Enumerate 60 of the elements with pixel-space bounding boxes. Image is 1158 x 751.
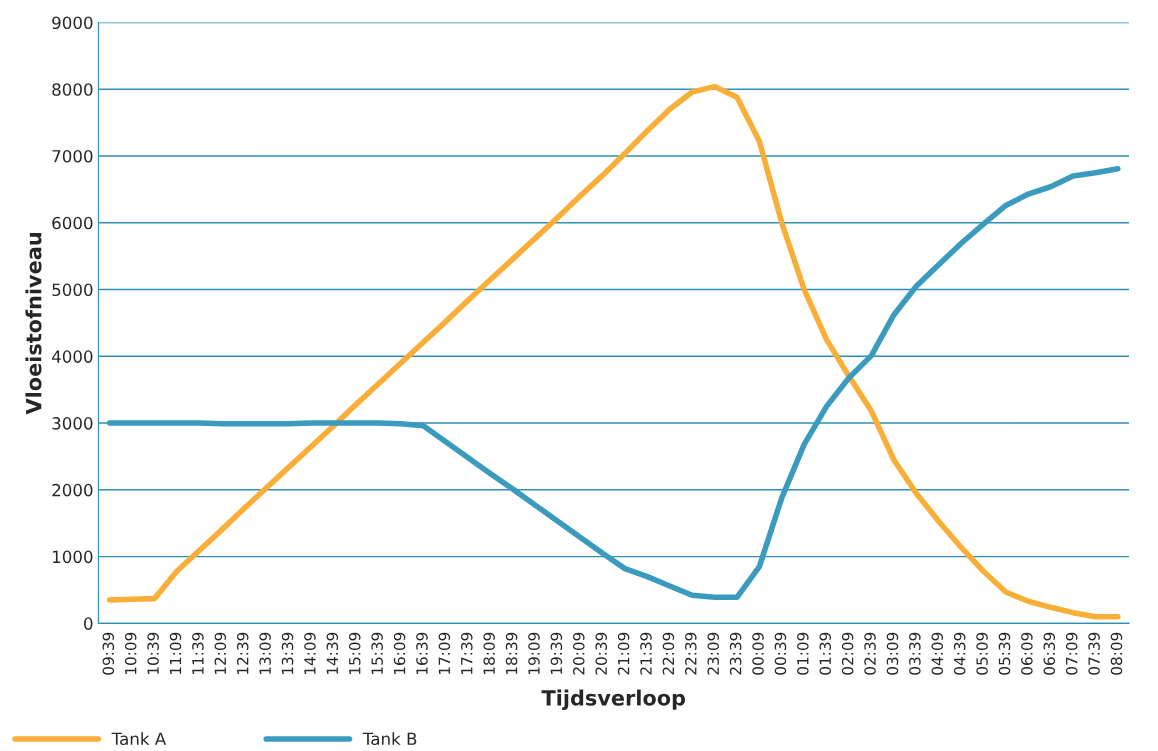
x-tick-label: 06:09	[1021, 632, 1033, 675]
x-tick-label: 23:09	[707, 632, 719, 675]
legend-label: Tank A	[111, 732, 167, 746]
x-tick-label: 05:09	[976, 632, 988, 675]
x-tick-label: 03:39	[909, 632, 921, 675]
x-tick-label: 18:39	[505, 632, 518, 675]
x-tick-label: 19:09	[528, 632, 540, 675]
y-tick-label: 7000	[52, 150, 93, 163]
x-tick-label: 15:39	[371, 632, 383, 675]
x-tick-label: 09:39	[102, 632, 115, 675]
y-tick-label: 0	[84, 617, 93, 630]
x-tick-label: 21:39	[640, 632, 652, 675]
x-tick-label: 05:39	[998, 632, 1011, 675]
x-tick-label: 01:09	[797, 632, 809, 675]
x-tick-label: 12:09	[214, 632, 227, 675]
x-tick-label: 17:09	[438, 632, 451, 675]
x-tick-label: 00:39	[774, 632, 787, 675]
x-tick-label: 02:39	[864, 632, 876, 675]
x-tick-label: 19:39	[550, 632, 563, 675]
x-tick-label: 11:39	[192, 632, 204, 675]
y-tick-label: 3000	[52, 417, 93, 430]
x-axis-title: Tijdsverloop	[541, 689, 686, 710]
x-tick-label: 07:09	[1065, 632, 1078, 675]
x-tick-label: 20:09	[573, 632, 585, 675]
x-tick-label: 21:09	[617, 632, 630, 675]
x-tick-label: 03:09	[886, 632, 899, 675]
x-tick-label: 10:09	[124, 632, 137, 675]
x-tick-label: 20:39	[595, 632, 607, 675]
x-tick-label: 06:39	[1043, 632, 1056, 675]
y-tick-label: 6000	[52, 216, 93, 230]
y-tick-label: 1000	[52, 550, 93, 564]
legend-label: Tank B	[362, 732, 417, 746]
x-tick-label: 13:39	[281, 632, 294, 675]
x-tick-label: 12:39	[236, 632, 249, 675]
y-tick-label: 5000	[52, 283, 93, 297]
x-tick-label: 16:39	[416, 632, 428, 675]
x-tick-label: 16:09	[393, 632, 406, 675]
x-tick-label: 13:09	[259, 632, 271, 675]
y-tick-label: 4000	[51, 350, 93, 363]
y-axis-title: Vloeistofniveau	[25, 233, 42, 415]
x-tick-label: 18:09	[483, 632, 495, 675]
x-tick-label: 22:39	[685, 632, 697, 675]
x-tick-label: 14:39	[326, 632, 339, 675]
x-tick-label: 11:09	[169, 632, 182, 675]
x-tick-label: 04:39	[953, 632, 966, 675]
x-tick-label: 14:09	[304, 632, 316, 675]
x-tick-label: 01:39	[819, 632, 832, 675]
y-tick-label: 9000	[52, 16, 93, 30]
y-tick-label: 8000	[52, 83, 93, 96]
x-tick-label: 10:39	[147, 632, 159, 675]
x-tick-label: 00:09	[752, 632, 764, 675]
x-tick-label: 17:39	[460, 632, 473, 675]
x-tick-label: 08:09	[1110, 632, 1123, 675]
y-tick-label: 2000	[52, 483, 93, 497]
x-tick-label: 15:09	[348, 632, 361, 675]
x-tick-label: 22:09	[662, 632, 675, 675]
x-tick-label: 23:39	[729, 632, 742, 675]
x-tick-label: 02:09	[841, 632, 854, 675]
x-tick-label: 04:09	[931, 632, 944, 675]
x-tick-label: 07:39	[1088, 632, 1100, 675]
